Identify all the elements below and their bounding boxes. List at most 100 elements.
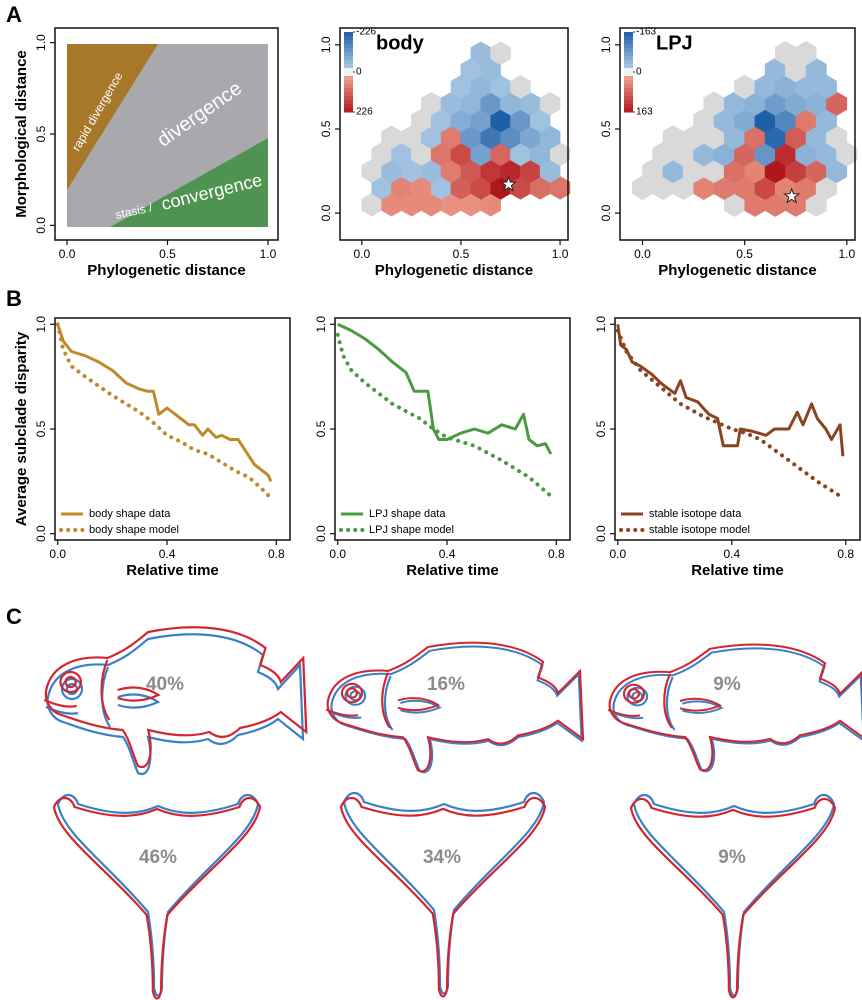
- region-rapid: [67, 44, 158, 190]
- colorbar-segment: [624, 68, 633, 73]
- colorbar-segment: [624, 32, 633, 37]
- panel: stable isotope data stable isotope model 0…: [594, 316, 861, 579]
- panel: body shape data body shape model 0.0 0.4 0.8…: [13, 316, 291, 579]
- plot-frame: [619, 27, 856, 241]
- x-tick-label: 0.5: [736, 247, 753, 261]
- x-tick-label: 0.8: [268, 547, 285, 561]
- jaw-outline-model: [56, 793, 260, 997]
- y-tick-label: 0.5: [314, 420, 328, 437]
- colorbar-segment: [624, 84, 633, 89]
- hex-cell: [539, 91, 561, 116]
- panel-label: A: [6, 2, 22, 27]
- y-tick-label: 0.0: [319, 204, 333, 221]
- x-tick-label: 0.0: [329, 547, 346, 561]
- colorbar-segment: [344, 68, 353, 73]
- hex-cell: [510, 75, 531, 99]
- fish-outline-observed: [606, 643, 862, 772]
- plot-frame: [339, 27, 569, 241]
- colorbar-segment: [624, 104, 633, 109]
- fish-outline-observed: [324, 641, 585, 773]
- colorbar-segment: [624, 48, 633, 53]
- x-axis-label: Relative time: [406, 562, 499, 579]
- colorbar-tick-label: -226: [356, 27, 376, 38]
- y-tick-label: 0.0: [34, 525, 48, 542]
- percent-label: 40%: [146, 674, 184, 695]
- series-line: [337, 322, 553, 455]
- percent-label: 46%: [139, 847, 177, 868]
- x-tick-label: 1.0: [260, 247, 277, 261]
- x-axis-label: Phylogenetic distance: [375, 262, 533, 279]
- y-tick-label: 1.0: [599, 36, 613, 53]
- y-tick-label: 0.5: [34, 125, 48, 142]
- x-tick-label: 0.0: [610, 547, 627, 561]
- hex-cell: [795, 41, 817, 66]
- x-tick-label: 0.8: [837, 547, 854, 561]
- colorbar-tick-label: 226: [356, 107, 373, 118]
- y-tick-label: 0.0: [314, 525, 328, 542]
- y-tick-label: 1.0: [34, 34, 48, 51]
- colorbar-segment: [344, 60, 353, 65]
- x-tick-label: 0.0: [634, 247, 651, 261]
- x-tick-label: 0.0: [353, 247, 370, 261]
- y-tick-label: 1.0: [34, 316, 48, 333]
- x-tick-label: 1.0: [552, 247, 569, 261]
- schematic: rapid divergence divergence stasis / con…: [67, 44, 268, 227]
- y-tick-label: 0.5: [34, 420, 48, 437]
- colorbar-segment: [344, 56, 353, 61]
- colorbar-segment: [344, 104, 353, 109]
- region-convergence: [110, 138, 268, 227]
- jaw-outline-observed: [52, 796, 262, 1000]
- colorbar-segment: [344, 84, 353, 89]
- y-tick-label: 0.5: [594, 420, 608, 437]
- legend-label: body shape model: [89, 524, 179, 536]
- colorbar-segment: [344, 64, 353, 69]
- y-axis-label: Average subclade disparity: [13, 331, 30, 526]
- colorbar-tick-label: 0: [636, 67, 642, 78]
- colorbar-segment: [624, 64, 633, 69]
- colorbar-tick-label: 0: [356, 67, 362, 78]
- colorbar-segment: [344, 52, 353, 57]
- colorbar-segment: [344, 48, 353, 53]
- colorbar-segment: [344, 92, 353, 97]
- colorbar-segment: [624, 60, 633, 65]
- jaw-outline-observed: [339, 796, 547, 998]
- x-axis-label: Phylogenetic distance: [87, 262, 245, 279]
- panel: -163 0 163 LPJ 0.0 0.5 1.0 0.0 0.5 1.0 Phylogeneti…: [599, 27, 858, 279]
- colorbar-segment: [344, 40, 353, 45]
- plot-frame: [614, 317, 861, 541]
- x-axis-label: Relative time: [691, 562, 784, 579]
- colorbar-segment: [624, 36, 633, 41]
- x-tick-label: 0.4: [723, 547, 740, 561]
- colorbar-segment: [624, 44, 633, 49]
- series-line: [616, 324, 845, 457]
- jaw-outline-model: [342, 791, 546, 995]
- x-tick-label: 0.0: [59, 247, 76, 261]
- colorbar-segment: [624, 100, 633, 105]
- panel-label: B: [6, 286, 22, 311]
- legend-label: stable isotope model: [649, 524, 750, 536]
- colorbar-segment: [624, 96, 633, 101]
- colorbar-segment: [344, 76, 353, 81]
- hex-cell: [490, 41, 511, 66]
- y-tick-label: 0.0: [599, 204, 613, 221]
- x-tick-label: 0.5: [159, 247, 176, 261]
- percent-label: 9%: [718, 847, 746, 868]
- legend-label: LPJ shape model: [369, 524, 454, 536]
- colorbar-segment: [344, 108, 353, 113]
- x-tick-label: 0.4: [159, 547, 176, 561]
- colorbar-segment: [624, 80, 633, 85]
- chart-title: LPJ: [656, 32, 693, 54]
- y-tick-label: 0.0: [594, 525, 608, 542]
- legend-label: body shape data: [89, 508, 171, 520]
- x-tick-label: 0.8: [548, 547, 565, 561]
- x-tick-label: 0.0: [49, 547, 66, 561]
- colorbar-segment: [624, 92, 633, 97]
- chart-title: body: [376, 32, 425, 54]
- colorbar-segment: [344, 100, 353, 105]
- plot-frame: [54, 317, 291, 541]
- plot-frame: [334, 317, 571, 541]
- panel: 0.0 0.5 1.0 0.0 0.5 1.0 Phylogenetic distance M…: [13, 27, 279, 279]
- legend-label: stable isotope data: [649, 508, 742, 520]
- colorbar-segment: [624, 108, 633, 113]
